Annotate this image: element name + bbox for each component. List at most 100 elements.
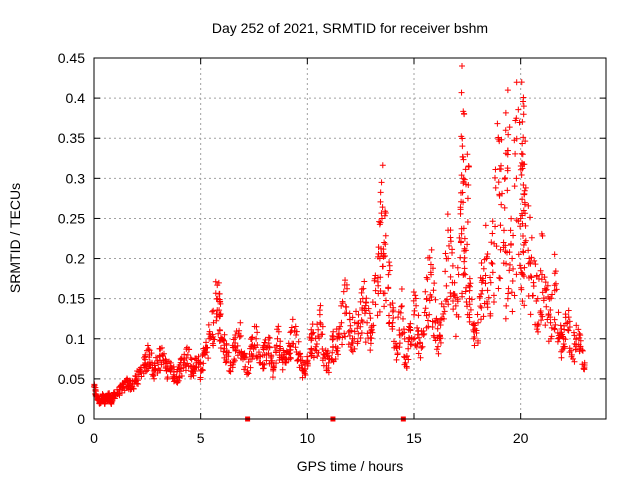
data-point	[522, 237, 529, 244]
data-point	[432, 337, 439, 344]
data-point	[447, 238, 454, 245]
data-point	[493, 243, 500, 250]
data-point	[411, 307, 418, 314]
data-point	[506, 124, 513, 131]
y-tick-label: 0.15	[58, 291, 85, 307]
data-point	[146, 354, 153, 361]
data-point	[483, 253, 490, 260]
data-point	[334, 351, 341, 358]
data-point	[510, 265, 517, 272]
data-point	[456, 234, 463, 241]
data-point	[482, 222, 489, 229]
data-point	[377, 219, 384, 226]
data-point	[556, 334, 563, 341]
data-point	[488, 239, 495, 246]
data-point	[237, 319, 244, 326]
data-point	[520, 134, 527, 141]
data-point	[398, 303, 405, 310]
data-point	[575, 341, 582, 348]
data-point	[138, 364, 145, 371]
data-point	[408, 341, 415, 348]
data-point	[127, 386, 134, 393]
data-point	[200, 360, 207, 367]
data-point	[349, 314, 356, 321]
data-point	[212, 290, 219, 297]
data-point	[395, 308, 402, 315]
data-point	[461, 270, 468, 277]
data-point	[531, 257, 538, 264]
data-point	[478, 316, 485, 323]
data-point	[507, 241, 514, 248]
data-point	[516, 119, 523, 126]
data-point	[367, 340, 374, 347]
data-point	[362, 339, 369, 346]
data-point	[241, 366, 248, 373]
data-point	[512, 150, 519, 157]
data-point	[376, 308, 383, 315]
data-point	[428, 293, 435, 300]
data-point	[216, 327, 223, 334]
data-point	[351, 345, 358, 352]
data-point	[210, 333, 217, 340]
data-point	[518, 284, 525, 291]
data-point	[250, 346, 257, 353]
data-point	[364, 330, 371, 337]
data-point	[565, 327, 572, 334]
data-point	[374, 312, 381, 319]
data-point	[315, 326, 322, 333]
data-point	[347, 322, 354, 329]
data-point	[363, 299, 370, 306]
data-point	[422, 288, 429, 295]
data-point	[557, 330, 564, 337]
data-point	[238, 355, 245, 362]
data-point	[521, 201, 528, 208]
data-point	[554, 338, 561, 345]
data-point	[245, 370, 252, 377]
data-point	[479, 287, 486, 294]
data-point	[560, 340, 567, 347]
data-point	[507, 227, 514, 234]
data-point	[541, 274, 548, 281]
data-point	[503, 302, 510, 309]
data-point	[382, 241, 389, 248]
data-point	[564, 327, 571, 334]
data-point	[495, 134, 502, 141]
data-point	[468, 296, 475, 303]
data-point	[405, 345, 412, 352]
data-point	[287, 346, 294, 353]
data-point	[463, 299, 470, 306]
data-point	[279, 356, 286, 363]
data-point	[516, 262, 523, 269]
data-point	[497, 166, 504, 173]
data-point	[573, 336, 580, 343]
y-tick-label: 0.2	[66, 251, 86, 267]
data-point	[434, 343, 441, 350]
data-point	[473, 329, 480, 336]
data-point	[565, 307, 572, 314]
data-point	[513, 135, 520, 142]
data-point	[577, 337, 584, 344]
data-point	[206, 328, 213, 335]
data-point	[275, 328, 282, 335]
data-point	[428, 246, 435, 253]
x-axis-ticks: 0 5 10 15 20	[90, 58, 529, 446]
data-point	[230, 336, 237, 343]
data-point	[132, 372, 139, 379]
data-point	[389, 308, 396, 315]
data-point	[519, 212, 526, 219]
data-point	[547, 314, 554, 321]
data-point	[351, 319, 358, 326]
data-point	[256, 359, 263, 366]
data-point	[209, 308, 216, 315]
data-point	[552, 280, 559, 287]
data-point	[304, 353, 311, 360]
data-point	[442, 250, 449, 257]
data-point	[219, 336, 226, 343]
data-point	[231, 357, 238, 364]
data-point	[519, 233, 526, 240]
data-point	[484, 298, 491, 305]
data-point	[390, 315, 397, 322]
data-point	[539, 313, 546, 320]
data-point	[360, 285, 367, 292]
data-point	[354, 338, 361, 345]
